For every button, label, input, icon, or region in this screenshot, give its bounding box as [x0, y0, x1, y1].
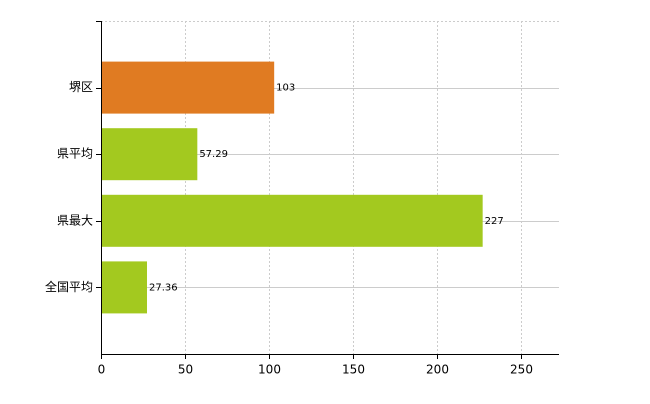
- x-tick-label: 100: [258, 363, 281, 377]
- y-tick-label: 県最大: [57, 213, 93, 227]
- value-label: 227: [485, 216, 504, 227]
- x-tick-label: 0: [98, 363, 106, 377]
- bar: [101, 128, 198, 181]
- x-tick-label: 200: [426, 363, 449, 377]
- bar: [101, 194, 483, 247]
- value-label: 57.29: [199, 149, 228, 160]
- bar: [101, 61, 275, 114]
- y-tick-label: 堺区: [69, 80, 93, 94]
- value-label: 27.36: [149, 282, 178, 293]
- x-tick-label: 150: [342, 363, 365, 377]
- bar: [101, 261, 148, 314]
- y-tick-label: 全国平均: [45, 279, 93, 294]
- x-tick-label: 50: [178, 363, 193, 377]
- y-tick-label: 県平均: [57, 147, 93, 161]
- x-tick-label: 250: [510, 363, 533, 377]
- value-label: 103: [276, 83, 295, 94]
